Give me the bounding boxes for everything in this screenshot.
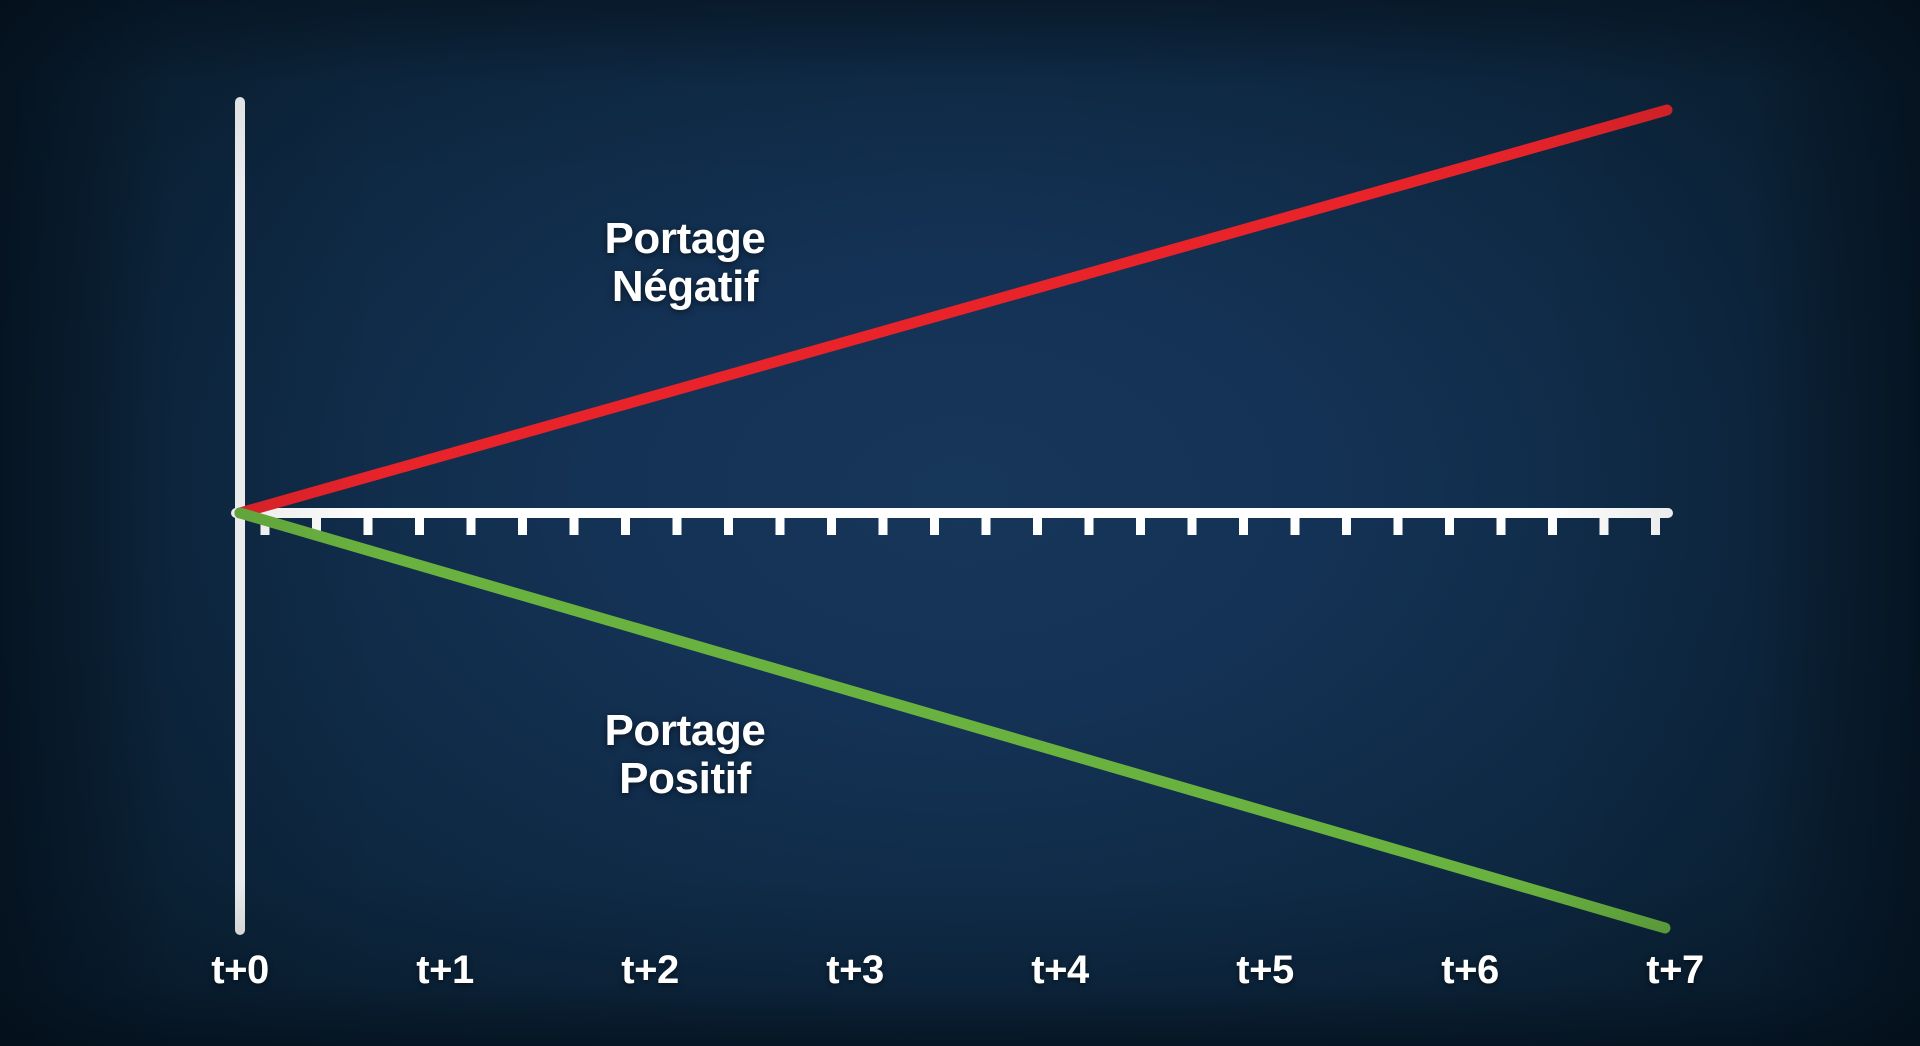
series-line-portage-positif: [234, 507, 1671, 934]
x-axis-tick-label: t+3: [826, 948, 884, 992]
x-axis-tick-label: t+1: [416, 948, 474, 992]
series-annotation-portage-negatif: Portage Négatif: [604, 214, 766, 311]
x-axis-tick-label: t+5: [1236, 948, 1294, 992]
x-axis-tick-label: t+6: [1441, 948, 1499, 992]
x-axis-tick-label: t+2: [621, 948, 679, 992]
series-annotation-portage-positif: Portage Positif: [604, 706, 766, 803]
x-axis-tick-label: t+4: [1031, 948, 1089, 992]
series-line-portage-negatif: [234, 104, 1673, 519]
x-axis-tick-label: t+0: [211, 948, 269, 992]
x-axis-tick-label: t+7: [1646, 948, 1704, 992]
